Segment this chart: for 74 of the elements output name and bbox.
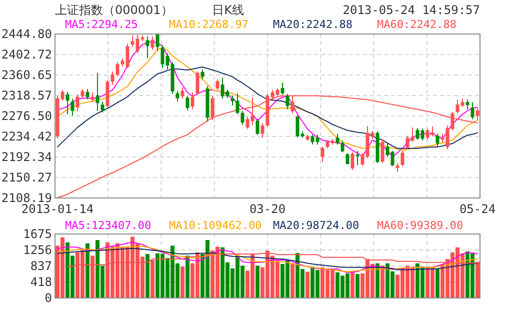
bar [186, 256, 190, 298]
candlestick [400, 150, 404, 166]
y-tick-label: 2234.42 [1, 130, 52, 144]
candlestick [336, 133, 340, 145]
candlestick [380, 139, 384, 164]
candlestick [286, 93, 290, 110]
series-label: MA5:123407.00 [65, 219, 152, 232]
x-tick-label: 2013-01-14 [21, 202, 94, 216]
candlestick [320, 146, 324, 163]
candlestick [346, 152, 350, 165]
y-tick-label: 2360.65 [1, 68, 52, 82]
candlestick [196, 70, 200, 96]
candlestick [186, 95, 190, 111]
bar [256, 266, 260, 298]
bar [290, 263, 294, 298]
candlestick [240, 110, 244, 126]
bar [436, 269, 440, 298]
candlestick [436, 133, 440, 148]
candlestick [76, 94, 80, 112]
candlestick [216, 78, 220, 90]
y-tick-label: 837 [30, 259, 52, 274]
candlestick [340, 140, 344, 153]
candlestick [146, 36, 150, 59]
candlestick [470, 102, 474, 120]
candlestick [190, 92, 194, 110]
bar [306, 272, 310, 298]
bar [180, 266, 184, 298]
candlestick [200, 68, 204, 80]
bar [86, 243, 90, 298]
line-series [57, 66, 478, 149]
series-label: MA10:2268.97 [169, 18, 248, 31]
candlestick [96, 72, 100, 112]
text: MA20:2242.88 [273, 18, 352, 31]
candlestick [86, 88, 90, 100]
y-tick-label: 418 [30, 275, 52, 290]
text: MA20:98724.00 [273, 219, 360, 232]
text: MA60:99389.00 [377, 219, 464, 232]
candlestick [180, 86, 184, 100]
y-tick-label: 1675 [23, 227, 52, 241]
y-tick-label: 2444.80 [1, 27, 52, 41]
candlestick [466, 99, 470, 110]
y-tick-label: 0 [44, 291, 52, 305]
x-tick-label: 05-24 [459, 202, 496, 216]
bar [350, 272, 354, 298]
y-tick-label: 2276.50 [1, 109, 52, 123]
y-tick-label: 2108.19 [1, 191, 52, 205]
text: 2013-05-24 14:59:57 [342, 3, 480, 17]
text: MA60:2242.88 [377, 18, 456, 31]
candlestick [70, 98, 74, 116]
y-tick-label: 2192.34 [1, 150, 52, 164]
series-label: MA10:109462.00 [169, 219, 262, 232]
bar [376, 263, 380, 298]
candlestick [156, 34, 160, 52]
y-tick-label: 1256 [23, 243, 52, 258]
bar [356, 274, 360, 298]
chart-subtitle: 日K线 [212, 3, 244, 17]
series-label: MA5:2294.25 [65, 18, 138, 31]
candlestick [356, 150, 360, 166]
y-tick-label: 2402.72 [1, 48, 52, 62]
bar [146, 254, 150, 298]
x-tick-label: 03-20 [249, 202, 286, 216]
candlestick [260, 122, 264, 138]
bar [380, 266, 384, 298]
y-tick-label: 2318.57 [1, 88, 52, 102]
candlestick [150, 36, 154, 50]
chart-title: 上证指数（000001） [55, 3, 173, 17]
candlestick [66, 91, 70, 115]
candlestick [256, 118, 260, 136]
candlestick [350, 152, 354, 170]
candlestick [476, 108, 480, 121]
candlestick [176, 90, 180, 102]
y-tick-label: 2150.27 [1, 170, 52, 184]
candlestick [280, 82, 284, 96]
candlestick [100, 101, 104, 113]
